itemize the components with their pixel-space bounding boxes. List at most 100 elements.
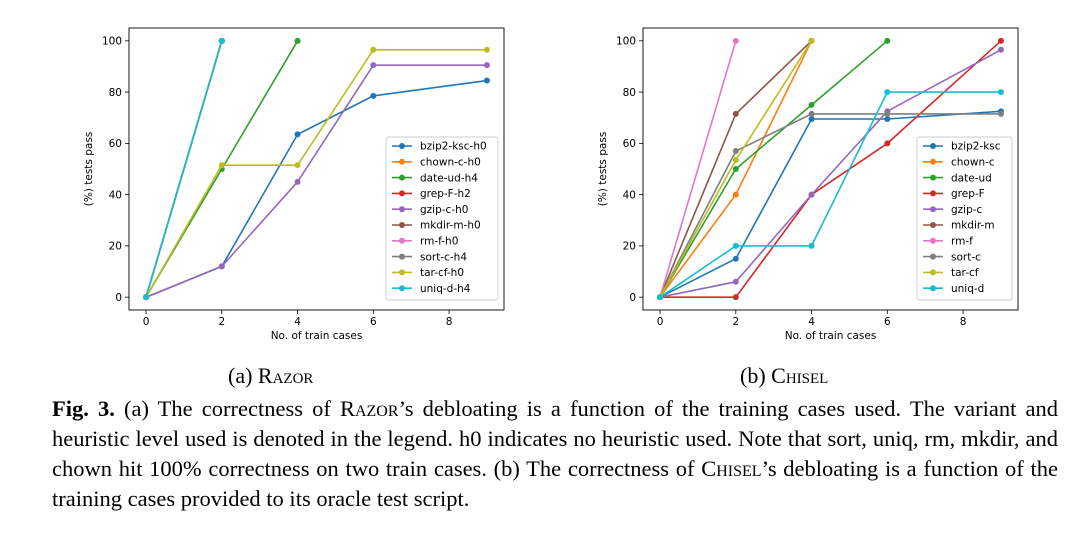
legend-marker-sort-c-h4 — [399, 253, 405, 260]
data-point-uniq-d — [884, 89, 891, 96]
x-axis-label: No. of train cases — [271, 330, 363, 342]
data-point-bzip2-ksc — [808, 116, 815, 123]
legend-label-rm-f: rm-f — [951, 236, 973, 248]
data-point-tar-cf-h0 — [294, 162, 301, 169]
data-point-date-ud — [732, 166, 739, 172]
y-tick-label: 80 — [109, 87, 122, 99]
figure-caption: Fig. 3. (a) The correctness of Razor’s d… — [52, 394, 1058, 514]
legend-label-grep-F-h2: grep-F-h2 — [420, 188, 471, 200]
legend-marker-chown-c — [930, 158, 936, 165]
x-tick-label: 8 — [446, 316, 453, 328]
figure-caption-name-razor: Razor — [339, 396, 399, 421]
data-point-grep-F — [884, 140, 891, 147]
legend-label-bzip2-ksc-h0: bzip2-ksc-h0 — [420, 141, 487, 153]
subfigure-caption-a-prefix: (a) — [228, 363, 258, 388]
legend-label-gzip-c: gzip-c — [951, 204, 983, 216]
legend-label-chown-c-h0: chown-c-h0 — [420, 157, 481, 169]
figure-caption-text-2: ’s debloating is a function of the train… — [52, 396, 1059, 481]
data-point-tar-cf — [808, 37, 815, 44]
data-point-bzip2-ksc-h0 — [370, 92, 377, 99]
x-tick-label: 2 — [218, 316, 225, 328]
y-tick-label: 100 — [102, 36, 122, 48]
data-point-date-ud-h4 — [294, 37, 301, 44]
subfigure-caption-b: (b) Chisel — [740, 363, 828, 389]
legend-marker-gzip-c-h0 — [399, 206, 405, 213]
legend-label-tar-cf-h0: tar-cf-h0 — [420, 267, 464, 279]
legend: bzip2-ksc-h0 chown-c-h0 date-ud-h4 grep-F-h… — [385, 136, 499, 301]
legend-marker-mkdir-m — [930, 222, 936, 228]
figure-caption-text-3: ’s debloating is a function of the train… — [52, 456, 1058, 511]
legend-marker-date-ud — [930, 174, 936, 181]
y-tick-label: 100 — [616, 36, 636, 48]
y-axis-label: (%) tests pass — [597, 132, 609, 207]
data-point-sort-c — [997, 110, 1004, 117]
legend-label-uniq-d-h4: uniq-d-h4 — [420, 283, 471, 295]
figure-caption-text-1: (a) The correctness of — [114, 396, 340, 421]
legend-label-sort-c-h4: sort-c-h4 — [420, 251, 467, 263]
x-tick-label: 8 — [960, 316, 967, 328]
legend-marker-bzip2-ksc-h0 — [399, 143, 405, 149]
figure-caption-name-chisel: Chisel — [701, 456, 762, 481]
y-tick-label: 0 — [115, 292, 122, 304]
data-point-uniq-d-h4 — [143, 294, 150, 301]
data-point-bzip2-ksc-h0 — [483, 77, 490, 84]
subfigure-caption-a: (a) Razor — [228, 363, 313, 389]
x-axis-label: No. of train cases — [785, 330, 877, 342]
series-line-uniq-d-h4 — [145, 40, 223, 298]
data-point-tar-cf — [732, 157, 739, 164]
data-point-date-ud — [808, 101, 815, 108]
x-tick-label: 4 — [808, 316, 815, 328]
data-point-uniq-d — [657, 294, 664, 301]
legend-marker-mkdir-m-h0 — [399, 222, 405, 228]
legend-marker-grep-F-h2 — [399, 190, 405, 197]
legend-marker-tar-cf — [930, 269, 936, 276]
subfigure-caption-a-name: Razor — [257, 363, 314, 388]
legend-label-mkdir-m: mkdir-m — [951, 220, 995, 232]
legend-label-chown-c: chown-c — [951, 157, 995, 169]
data-point-bzip2-ksc-h0 — [294, 131, 301, 138]
data-point-grep-F — [997, 37, 1004, 44]
legend-label-tar-cf: tar-cf — [951, 267, 979, 279]
data-point-gzip-c — [732, 278, 739, 285]
data-point-uniq-d — [732, 242, 739, 249]
y-tick-label: 40 — [109, 189, 122, 201]
legend-marker-gzip-c — [930, 206, 936, 213]
subfigure-caption-b-prefix: (b) — [740, 363, 772, 388]
legend-marker-date-ud-h4 — [399, 174, 405, 181]
legend-label-uniq-d: uniq-d — [951, 283, 984, 295]
data-point-gzip-c-h0 — [370, 62, 377, 69]
data-point-gzip-c — [997, 46, 1004, 53]
data-point-uniq-d-h4 — [218, 37, 225, 44]
legend-label-sort-c: sort-c — [951, 251, 981, 263]
y-tick-label: 60 — [623, 138, 636, 150]
data-point-uniq-d — [997, 89, 1004, 96]
legend-label-gzip-c-h0: gzip-c-h0 — [420, 204, 468, 216]
data-point-tar-cf-h0 — [370, 46, 377, 53]
y-tick-label: 20 — [109, 241, 122, 253]
legend-label-date-ud-h4: date-ud-h4 — [420, 172, 478, 184]
x-tick-label: 6 — [884, 316, 891, 328]
legend-marker-uniq-d-h4 — [399, 285, 405, 292]
data-point-gzip-c — [808, 191, 815, 198]
legend-marker-chown-c-h0 — [399, 158, 405, 165]
data-point-rm-f — [732, 37, 739, 44]
legend-marker-bzip2-ksc — [930, 143, 936, 149]
data-point-bzip2-ksc — [884, 116, 891, 123]
legend-marker-rm-f — [930, 237, 936, 244]
legend-box — [385, 136, 499, 301]
data-point-grep-F — [732, 294, 739, 301]
x-tick-label: 0 — [143, 316, 150, 328]
series-line-rm-f — [659, 40, 737, 298]
legend-label-rm-f-h0: rm-f-h0 — [420, 236, 458, 248]
legend-label-mkdir-m-h0: mkdir-m-h0 — [420, 220, 481, 232]
legend-marker-rm-f-h0 — [399, 237, 405, 244]
legend-marker-tar-cf-h0 — [399, 269, 405, 276]
data-point-tar-cf-h0 — [483, 46, 490, 53]
data-point-date-ud — [884, 37, 891, 44]
legend-label-date-ud: date-ud — [951, 172, 992, 184]
x-tick-label: 2 — [732, 316, 739, 328]
legend-marker-uniq-d — [930, 285, 936, 292]
y-tick-label: 60 — [109, 138, 122, 150]
